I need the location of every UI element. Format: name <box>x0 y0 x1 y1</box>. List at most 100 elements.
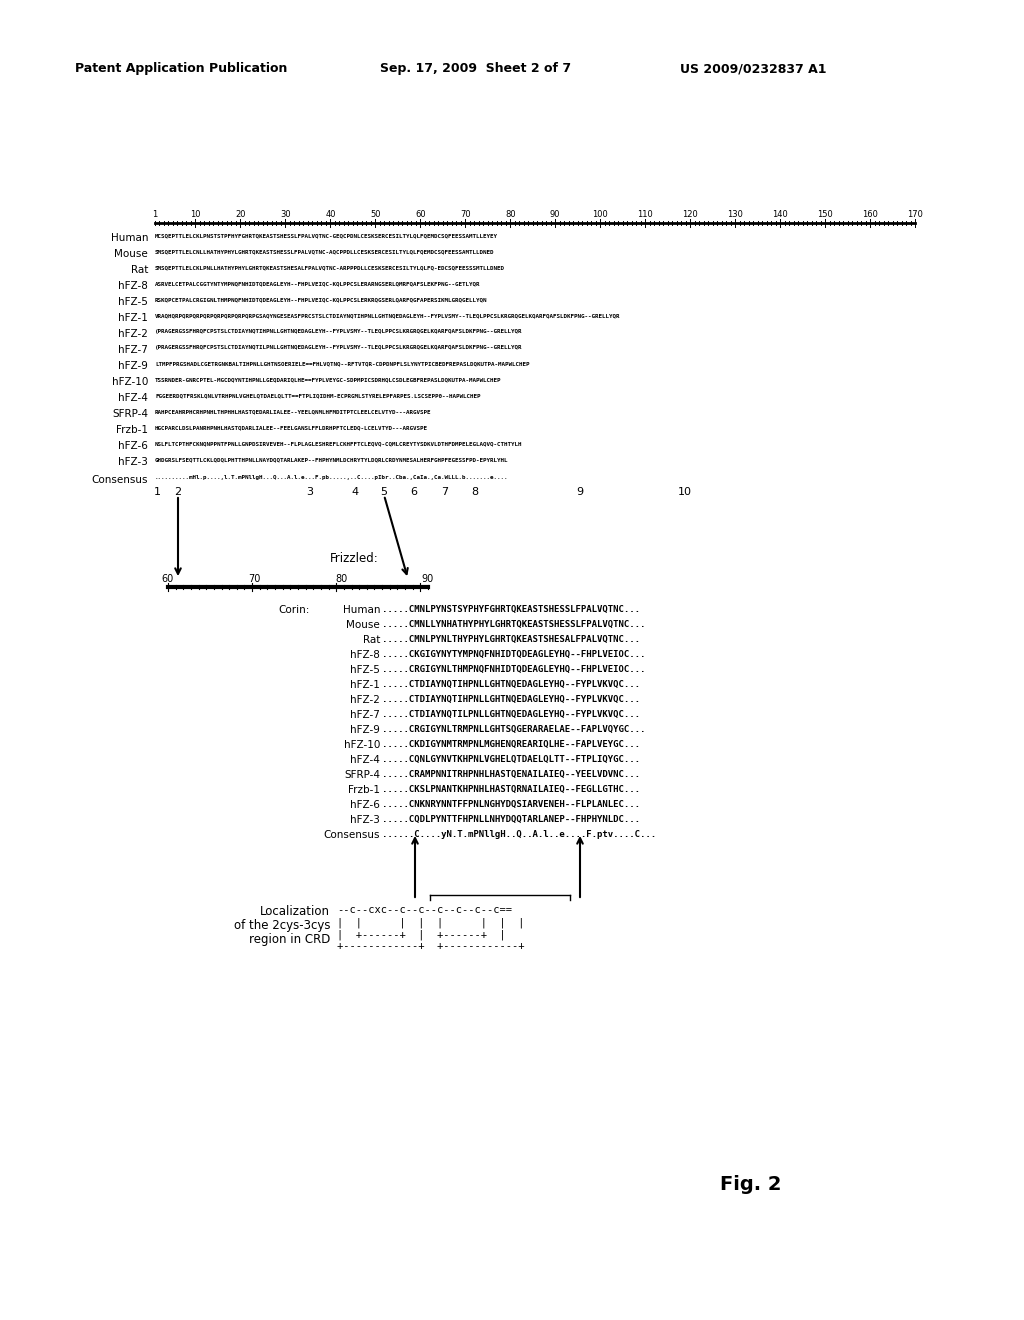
Text: (PRAGERGSSFHRQFCPSTSLCTDIAYNQTILPNLLGHTNQEDAGLEYH--FYPLVSMY--TLEQLPPCSLKRGRQGELK: (PRAGERGSSFHRQFCPSTSLCTDIAYNQTILPNLLGHTN… <box>155 345 522 350</box>
Text: SMSQEPTTLELCKLPNLLHATHYPHYLGHRTQKEASTSHESALFPALVQTNC-ARPPPDLLCESKSERCESILTYLQLFQ: SMSQEPTTLELCKLPNLLHATHYPHYLGHRTQKEASTSHE… <box>155 265 505 271</box>
Text: |  |      |  |  |      |  |  |: | | | | | | | | <box>337 917 524 928</box>
Text: hFZ-2: hFZ-2 <box>118 329 148 339</box>
Text: 50: 50 <box>370 210 381 219</box>
Text: ......C....yN.T.mPNllgH..Q..A.l..e....F.ptv....C...: ......C....yN.T.mPNllgH..Q..A.l..e....F.… <box>382 830 656 840</box>
Text: VRAQHQRPQRPQRPQRPQRPQRPQRPQRPGSAQYNGESEASFPRCSTSLCTDIAYNQTIHPNLLGHTNQEDAGLEYH--F: VRAQHQRPQRPQRPQRPQRPQRPQRPQRPGSAQYNGESEA… <box>155 313 621 318</box>
Text: ..........mHl.p....,l.T.mPNllgH...Q...A.l.e...F.pb.....,..C....pIbr..Cba.,CaIa.,: ..........mHl.p....,l.T.mPNllgH...Q...A.… <box>155 475 509 480</box>
Text: NSLFLTCPTHFCKNQNPPNTFPNLLGNPDSIRVEVEH--FLPLAGLESHREFLCKHFFTCLEQVQ-CQMLCREYTYSDKV: NSLFLTCPTHFCKNQNPPNTFPNLLGNPDSIRVEVEH--F… <box>155 441 522 446</box>
Text: .....CMNLPYNSTSYPHYFGHRTQKEASTSHESSLFPALVQTNC...: .....CMNLPYNSTSYPHYFGHRTQKEASTSHESSLFPAL… <box>382 605 640 614</box>
Text: hFZ-1: hFZ-1 <box>350 680 380 690</box>
Text: hFZ-6: hFZ-6 <box>350 800 380 810</box>
Text: TSSRNDER-GNRCPTEL-MGCDQYNTIHPNLLGEQDARIQLHE==FYPLVEYGC-SDPMPICSDRHQLCSDLEGBFREPA: TSSRNDER-GNRCPTEL-MGCDQYNTIHPNLLGEQDARIQ… <box>155 378 502 381</box>
Text: 90: 90 <box>550 210 560 219</box>
Text: of the 2cys-3cys: of the 2cys-3cys <box>233 919 330 932</box>
Text: hFZ-7: hFZ-7 <box>118 345 148 355</box>
Text: Human: Human <box>342 605 380 615</box>
Text: +------------+  +------------+: +------------+ +------------+ <box>337 941 524 950</box>
Text: LTMPFPRGSHADLCGETRGNKBALTIHPNLLGHTNSOERIELE==FHLVQTNQ--RFTVTQR-CDPDNPFLSLYNYTPIC: LTMPFPRGSHADLCGETRGNKBALTIHPNLLGHTNSOERI… <box>155 360 529 366</box>
Text: hFZ-2: hFZ-2 <box>350 696 380 705</box>
Text: Mouse: Mouse <box>346 620 380 630</box>
Text: Sep. 17, 2009  Sheet 2 of 7: Sep. 17, 2009 Sheet 2 of 7 <box>380 62 571 75</box>
Text: 30: 30 <box>281 210 291 219</box>
Text: .....CRGIGYNLTHMPNQFNHIDTQDEAGLEYHQ--FHPLVEIOC...: .....CRGIGYNLTHMPNQFNHIDTQDEAGLEYHQ--FHP… <box>382 665 645 675</box>
Text: 70: 70 <box>460 210 471 219</box>
Text: .....CQDLPYNTTFHPNLLNHYDQQTARLANEP--FHPHYNLDC...: .....CQDLPYNTTFHPNLLNHYDQQTARLANEP--FHPH… <box>382 814 640 824</box>
Text: SFRP-4: SFRP-4 <box>112 409 148 418</box>
Text: .....CKGIGYNYTYMPNQFNHIDTQDEAGLEYHQ--FHPLVEIOC...: .....CKGIGYNYTYMPNQFNHIDTQDEAGLEYHQ--FHP… <box>382 649 645 659</box>
Text: 5: 5 <box>381 487 387 498</box>
Text: (PRAGERGSSFHRQFCPSTSLCTDIAYNQTIHPNLLGHTNQEDAGLEYH--FYPLVSMY--TLEQLPPCSLKRGRQGELK: (PRAGERGSSFHRQFCPSTSLCTDIAYNQTIHPNLLGHTN… <box>155 329 522 334</box>
Text: Rat: Rat <box>131 265 148 275</box>
Text: hFZ-10: hFZ-10 <box>344 741 380 750</box>
Text: .....CMNLPYNLTHYPHYLGHRTQKEASTSHESALFPALVQTNC...: .....CMNLPYNLTHYPHYLGHRTQKEASTSHESALFPAL… <box>382 635 640 644</box>
Text: Frzb-1: Frzb-1 <box>116 425 148 436</box>
Text: Localization: Localization <box>260 906 330 917</box>
Text: 2: 2 <box>174 487 181 498</box>
Text: hFZ-9: hFZ-9 <box>118 360 148 371</box>
Text: 7: 7 <box>441 487 449 498</box>
Text: hFZ-10: hFZ-10 <box>112 378 148 387</box>
Text: ASRVELCETPALCGGTYNTYMPNQFNHIDTQDEAGLEYH--FHPLVEIQC-KQLPPCSLERARNGSERLQMRFQAFSLEK: ASRVELCETPALCGGTYNTYMPNQFNHIDTQDEAGLEYH-… <box>155 281 480 286</box>
Text: 9: 9 <box>577 487 584 498</box>
Text: hFZ-8: hFZ-8 <box>350 649 380 660</box>
Text: 90: 90 <box>422 574 434 583</box>
Text: hFZ-9: hFZ-9 <box>350 725 380 735</box>
Text: Patent Application Publication: Patent Application Publication <box>75 62 288 75</box>
Text: hFZ-3: hFZ-3 <box>118 457 148 467</box>
Text: hFZ-6: hFZ-6 <box>118 441 148 451</box>
Text: 100: 100 <box>592 210 608 219</box>
Text: 40: 40 <box>326 210 336 219</box>
Text: Consensus: Consensus <box>91 475 148 484</box>
Text: 1: 1 <box>153 210 158 219</box>
Text: hFZ-3: hFZ-3 <box>350 814 380 825</box>
Text: .....CTDIAYNQTIHPNLLGHTNQEDAGLEYHQ--FYPLVKVQC...: .....CTDIAYNQTIHPNLLGHTNQEDAGLEYHQ--FYPL… <box>382 680 640 689</box>
Text: 60: 60 <box>415 210 426 219</box>
Text: 120: 120 <box>682 210 698 219</box>
Text: Corin:: Corin: <box>279 605 310 615</box>
Text: 150: 150 <box>817 210 833 219</box>
Text: RSKQPCETPALCRGIGNLTHMPNQFNHIDTQDEAGLEYH--FHPLVEIQC-KQLPPCSLERKRQGSERLQARFQGFAPER: RSKQPCETPALCRGIGNLTHMPNQFNHIDTQDEAGLEYH-… <box>155 297 487 302</box>
Text: .....CKDIGYNMTRMPNLMGHENQREARIQLHE--FAPLVEYGC...: .....CKDIGYNMTRMPNLMGHENQREARIQLHE--FAPL… <box>382 741 640 748</box>
Text: hFZ-5: hFZ-5 <box>118 297 148 308</box>
Text: .....CNKNRYNNTFFPNLNGHYDQSIARVENEH--FLPLANLEC...: .....CNKNRYNNTFFPNLNGHYDQSIARVENEH--FLPL… <box>382 800 640 809</box>
Text: 3: 3 <box>306 487 313 498</box>
Text: Rat: Rat <box>362 635 380 645</box>
Text: US 2009/0232837 A1: US 2009/0232837 A1 <box>680 62 826 75</box>
Text: .....CKSLPNANTKHPNHLHASTQRNAILAIEQ--FEGLLGTHC...: .....CKSLPNANTKHPNHLHASTQRNAILAIEQ--FEGL… <box>382 785 640 795</box>
Text: 140: 140 <box>772 210 787 219</box>
Text: 10: 10 <box>678 487 692 498</box>
Text: 70: 70 <box>249 574 261 583</box>
Text: Frizzled:: Frizzled: <box>330 552 379 565</box>
Text: RAHPCEAHRPHCRHPNHLTHPHHLHASTQEDARLIALEE--YEELQNMLHFMDITPTCLEELCELVTYD---ARGVSPE: RAHPCEAHRPHCRHPNHLTHPHHLHASTQEDARLIALEE-… <box>155 409 431 414</box>
Text: SMSQEPTTLELCNLLHATHYPHYLGHRTQKEASTSHESSLFPALVQTNC-AQCPPDLLCESKSERCESILTYLQLFQEMD: SMSQEPTTLELCNLLHATHYPHYLGHRTQKEASTSHESSL… <box>155 249 495 253</box>
Text: 4: 4 <box>351 487 358 498</box>
Text: 80: 80 <box>335 574 347 583</box>
Text: region in CRD: region in CRD <box>249 933 330 946</box>
Text: 8: 8 <box>471 487 478 498</box>
Text: HGCPARCLDSLPANRHPNHLHASTQDARLIALEE--FEELGANSLFFLDRHPFTCLEDQ-LCELVTYD---ARGVSPE: HGCPARCLDSLPANRHPNHLHASTQDARLIALEE--FEEL… <box>155 425 428 430</box>
Text: hFZ-5: hFZ-5 <box>350 665 380 675</box>
Text: 1: 1 <box>154 487 161 498</box>
Text: --c--cxc--c--c--c--c--c--c==: --c--cxc--c--c--c--c--c--c== <box>337 906 512 915</box>
Text: Frzb-1: Frzb-1 <box>348 785 380 795</box>
Text: |  +------+  |  +------+  |: | +------+ | +------+ | <box>337 929 506 940</box>
Text: hFZ-4: hFZ-4 <box>118 393 148 403</box>
Text: 60: 60 <box>162 574 174 583</box>
Text: FGGEERDQTFRSKLQNLVTRHPNLVGHELQTDAELQLTT==FTPLIQIDHM-ECPRGMLSTYRELEPFARPES.LSCSEP: FGGEERDQTFRSKLQNLVTRHPNLVGHELQTDAELQLTT=… <box>155 393 480 399</box>
Text: .....CMNLLYNHATHYPHYLGHRTQKEASTSHESSLFPALVQTNC...: .....CMNLLYNHATHYPHYLGHRTQKEASTSHESSLFPA… <box>382 620 645 630</box>
Text: SFRP-4: SFRP-4 <box>344 770 380 780</box>
Text: 6: 6 <box>411 487 418 498</box>
Text: 110: 110 <box>637 210 653 219</box>
Text: GHDGRSLFSEQTTLCKLQDQLPHTTHPNLLNAYDQQTARLAKEP--FHPHYNMLDCHRYTYLDQRLCRDYNMESALHERF: GHDGRSLFSEQTTLCKLQDQLPHTTHPNLLNAYDQQTARL… <box>155 457 509 462</box>
Text: .....CTDIAYNQTIHPNLLGHTNQEDAGLEYHQ--FYPLVKVQC...: .....CTDIAYNQTIHPNLLGHTNQEDAGLEYHQ--FYPL… <box>382 696 640 704</box>
Text: Mouse: Mouse <box>115 249 148 259</box>
Text: MCSQEPTTLELCKLPNSTSTPFHYFGHRTQKEASTSHESSLFPALVQTNC-GEQCPDNLCESKSERCESILTYLQLFQEM: MCSQEPTTLELCKLPNSTSTPFHYFGHRTQKEASTSHESS… <box>155 234 498 238</box>
Text: hFZ-1: hFZ-1 <box>118 313 148 323</box>
Text: 80: 80 <box>505 210 515 219</box>
Text: 10: 10 <box>190 210 201 219</box>
Text: 130: 130 <box>727 210 743 219</box>
Text: .....CTDIAYNQTILPNLLGHTNQEDAGLEYHQ--FYPLVKVQC...: .....CTDIAYNQTILPNLLGHTNQEDAGLEYHQ--FYPL… <box>382 710 640 719</box>
Text: .....CQNLGYNVTKHPNLVGHELQTDAELQLTT--FTPLIQYGC...: .....CQNLGYNVTKHPNLVGHELQTDAELQLTT--FTPL… <box>382 755 640 764</box>
Text: 20: 20 <box>236 210 246 219</box>
Text: Human: Human <box>111 234 148 243</box>
